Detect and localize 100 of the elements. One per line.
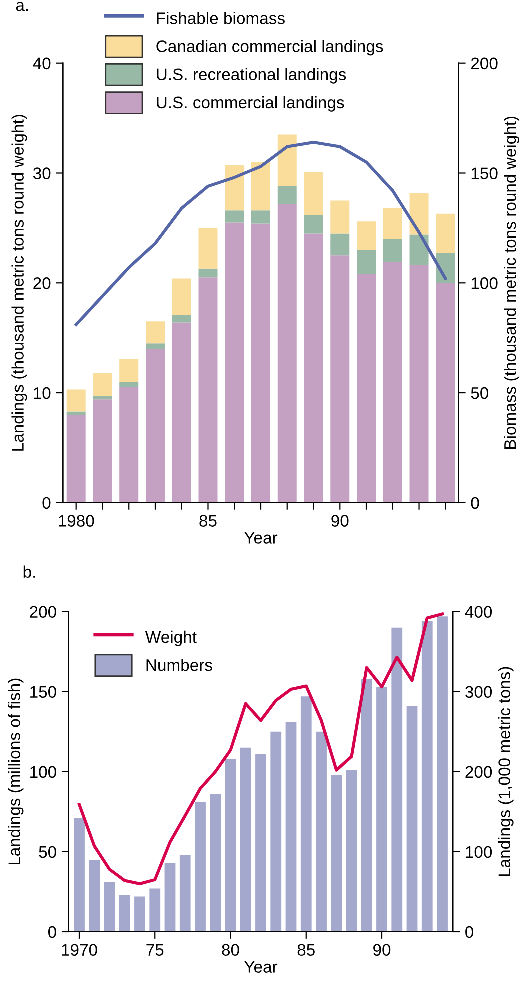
bar — [383, 262, 402, 503]
bar — [330, 256, 350, 503]
bar — [256, 754, 266, 932]
bar — [270, 732, 282, 932]
y2-tick-label: 50 — [471, 387, 489, 400]
bar — [331, 775, 342, 932]
bar — [93, 396, 112, 400]
bar — [225, 222, 244, 503]
bar — [437, 616, 448, 932]
bar — [172, 322, 192, 503]
bar — [134, 896, 146, 932]
x-tick-label: 1980 — [59, 515, 94, 527]
bar — [210, 794, 222, 932]
bar — [225, 210, 244, 223]
y-tick-label: 0 — [42, 497, 51, 510]
bar — [376, 687, 388, 932]
line-series — [74, 140, 448, 326]
chart-title: a. — [16, 2, 28, 12]
x-tick-label: 75 — [146, 944, 164, 956]
bar — [180, 855, 191, 932]
bar — [120, 382, 139, 388]
bar — [357, 222, 376, 250]
y-tick-label: 150 — [30, 686, 56, 698]
legend-label: Numbers — [146, 658, 212, 672]
bar — [304, 172, 324, 216]
bar — [330, 234, 350, 256]
y-tick-label: 50 — [39, 846, 56, 858]
y2-tick-label: 100 — [472, 278, 498, 290]
bar — [252, 224, 270, 503]
bar — [392, 628, 403, 932]
chart-title: b. — [24, 566, 36, 578]
bar — [195, 802, 206, 932]
bar — [198, 278, 218, 503]
y2-tick-label: 150 — [472, 168, 498, 180]
bar — [410, 193, 429, 235]
bar — [74, 818, 85, 932]
y2-tick-label: 100 — [466, 846, 492, 858]
x-tick-label: 90 — [332, 515, 349, 527]
bar — [278, 134, 297, 186]
bar — [104, 882, 116, 932]
bar — [93, 400, 112, 503]
y-tick-label: 40 — [33, 58, 51, 70]
x-tick-label: 85 — [298, 944, 315, 956]
bar — [225, 166, 244, 211]
bar — [150, 888, 161, 932]
bar — [172, 315, 192, 323]
legend-label: Canadian commercial landings — [156, 40, 384, 56]
bar — [198, 268, 218, 278]
bar — [406, 706, 418, 932]
bar — [278, 204, 297, 503]
bar — [410, 234, 429, 266]
x-tick-label: 1970 — [62, 944, 98, 956]
bar — [66, 412, 86, 416]
bar — [89, 860, 100, 932]
bar — [164, 863, 176, 932]
bar — [120, 358, 139, 382]
y-axis-title: Landings (thousand metric tons round weight) — [12, 115, 28, 451]
bar — [93, 373, 112, 396]
x-tick-label: 90 — [374, 944, 391, 956]
bar — [361, 679, 372, 932]
y-axis-title: Landings (millions of fish) — [8, 678, 24, 865]
y2-axis-title: Biomass (thousand metric tons round weight) — [504, 116, 520, 449]
x-axis-title: Year — [244, 961, 278, 973]
bar — [383, 208, 402, 240]
x-tick-label: 80 — [222, 944, 240, 956]
y-tick-label: 30 — [33, 168, 51, 180]
bar — [316, 732, 327, 932]
x-tick-label: 85 — [200, 515, 217, 527]
bar — [357, 250, 376, 274]
bar — [225, 759, 236, 932]
legend-label: Fishable biomass — [157, 12, 285, 24]
bar — [146, 322, 165, 344]
y-tick-label: 100 — [30, 766, 56, 778]
y2-axis-title: Landings (1,000 metric tons) — [498, 667, 514, 876]
bar — [252, 210, 270, 224]
legend-label: U.S. commercial landings — [157, 96, 344, 112]
bar — [383, 239, 402, 262]
bar — [410, 266, 429, 503]
bar — [330, 200, 350, 234]
y-tick-label: 200 — [30, 606, 56, 618]
y-tick-label: 10 — [34, 387, 51, 400]
legend-label: U.S. recreational landings — [157, 68, 346, 84]
bar — [357, 274, 376, 503]
bar — [304, 215, 324, 234]
bar — [146, 344, 165, 350]
bar — [300, 696, 312, 932]
x-axis-title: Year — [244, 532, 278, 544]
y2-tick-label: 400 — [465, 606, 492, 618]
bar — [240, 748, 252, 932]
bar — [304, 234, 324, 503]
bar — [172, 278, 192, 316]
bar — [346, 770, 358, 932]
bar — [278, 186, 297, 204]
bar — [119, 895, 130, 932]
y2-tick-label: 200 — [466, 766, 492, 778]
line-series — [78, 612, 444, 886]
y2-tick-label: 300 — [466, 686, 492, 698]
y2-tick-label: 0 — [471, 497, 480, 510]
y2-tick-label: 200 — [471, 58, 498, 70]
bar — [252, 162, 270, 211]
